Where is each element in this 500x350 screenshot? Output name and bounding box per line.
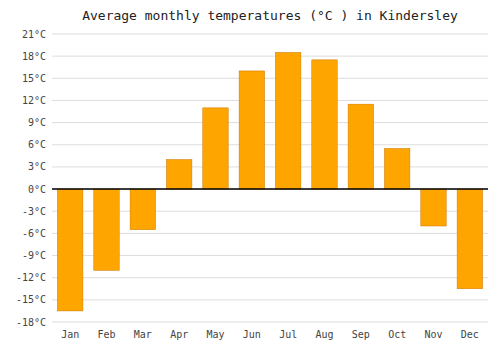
x-tick-label: Dec — [461, 329, 479, 340]
grid-line — [52, 277, 488, 278]
bar — [203, 108, 228, 189]
grid-line — [52, 166, 488, 167]
title: Average monthly temperatures (°C ) in Ki… — [82, 8, 458, 23]
grid-line — [52, 189, 488, 190]
x-tick-label: May — [206, 329, 224, 340]
x-tick-label: Apr — [170, 329, 188, 340]
chart: Average monthly temperatures (°C ) in Ki… — [0, 0, 500, 350]
bar — [384, 148, 409, 189]
bar — [94, 189, 119, 270]
bars — [57, 52, 482, 310]
y-tick-label: -6°C — [22, 228, 46, 239]
x-tick-label: Jun — [243, 329, 261, 340]
y-tick-label: -18°C — [16, 317, 46, 328]
y-tick-label: 6°C — [28, 139, 46, 150]
bar — [457, 189, 482, 289]
y-tick-label: -9°C — [22, 250, 46, 261]
y-tick-label: 18°C — [22, 51, 46, 62]
x-tick-label: Nov — [424, 329, 442, 340]
x-tick-label: Feb — [97, 329, 115, 340]
bar — [312, 60, 337, 189]
grid-line — [52, 100, 488, 101]
x-tick-label: Mar — [134, 329, 152, 340]
grid-line — [52, 56, 488, 57]
y-tick-label: 15°C — [22, 73, 46, 84]
y-tick-label: 12°C — [22, 95, 46, 106]
bar — [421, 189, 446, 226]
x-tick-label: Jan — [61, 329, 79, 340]
x-tick-label: Oct — [388, 329, 406, 340]
y-tick-label: -3°C — [22, 206, 46, 217]
zero-line — [52, 188, 488, 190]
x-tick-label: Jul — [279, 329, 297, 340]
grid-line — [52, 322, 488, 323]
bar — [275, 52, 300, 189]
bar — [348, 104, 373, 189]
y-tick-label: -12°C — [16, 272, 46, 283]
bar — [166, 160, 191, 190]
grid-line — [52, 299, 488, 300]
x-tick-label: Aug — [315, 329, 333, 340]
grid-line — [52, 78, 488, 79]
y-tick-label: 3°C — [28, 161, 46, 172]
y-tick-label: 9°C — [28, 117, 46, 128]
x-tick-label: Sep — [352, 329, 370, 340]
grid — [52, 34, 488, 322]
grid-line — [52, 122, 488, 123]
bar — [239, 71, 264, 189]
grid-line — [52, 144, 488, 145]
bar — [130, 189, 155, 230]
bar — [57, 189, 82, 311]
y-tick-label: 0°C — [28, 184, 46, 195]
grid-line — [52, 34, 488, 35]
y-tick-label: 21°C — [22, 29, 46, 40]
y-tick-label: -15°C — [16, 294, 46, 305]
